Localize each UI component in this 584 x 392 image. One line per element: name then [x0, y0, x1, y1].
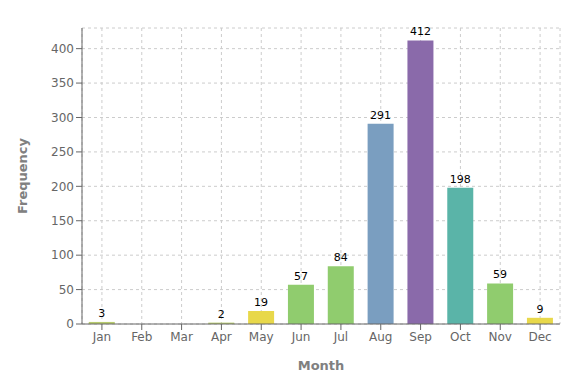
svg-text:250: 250	[51, 145, 74, 159]
svg-text:200: 200	[51, 180, 74, 194]
svg-text:Jan: Jan	[92, 330, 112, 344]
svg-text:59: 59	[493, 268, 507, 281]
svg-text:Nov: Nov	[489, 330, 512, 344]
svg-text:198: 198	[450, 173, 471, 186]
svg-text:Month: Month	[298, 358, 345, 373]
svg-text:350: 350	[51, 76, 74, 90]
svg-text:100: 100	[51, 248, 74, 262]
svg-text:Jul: Jul	[333, 330, 348, 344]
svg-text:Dec: Dec	[528, 330, 551, 344]
svg-text:0: 0	[66, 317, 74, 331]
svg-text:412: 412	[410, 25, 431, 38]
svg-text:19: 19	[254, 296, 268, 309]
svg-text:Frequency: Frequency	[15, 137, 30, 214]
svg-text:Aug: Aug	[369, 330, 392, 344]
svg-text:300: 300	[51, 111, 74, 125]
svg-text:Feb: Feb	[131, 330, 152, 344]
svg-text:84: 84	[334, 251, 348, 264]
svg-text:57: 57	[294, 270, 308, 283]
svg-text:3: 3	[98, 307, 105, 320]
svg-text:May: May	[249, 330, 274, 344]
svg-text:50: 50	[59, 283, 74, 297]
svg-text:150: 150	[51, 214, 74, 228]
svg-text:Oct: Oct	[450, 330, 471, 344]
svg-text:400: 400	[51, 42, 74, 56]
svg-text:Apr: Apr	[211, 330, 232, 344]
svg-text:Jun: Jun	[291, 330, 311, 344]
svg-text:9: 9	[536, 303, 543, 316]
svg-text:Sep: Sep	[409, 330, 432, 344]
svg-text:291: 291	[370, 109, 391, 122]
svg-text:2: 2	[218, 308, 225, 321]
svg-text:Mar: Mar	[170, 330, 193, 344]
